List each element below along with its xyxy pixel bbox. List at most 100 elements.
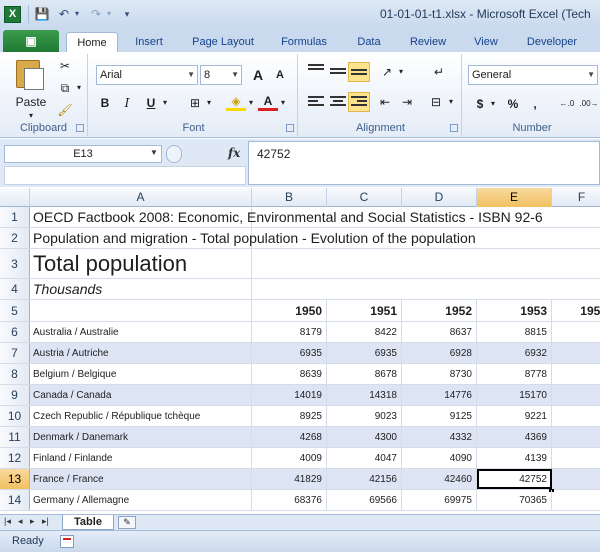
cell-f7[interactable] (552, 343, 600, 363)
currency-button[interactable]: $ (476, 97, 484, 111)
cell-b11[interactable]: 4268 (252, 427, 327, 447)
row-header[interactable]: 3 (0, 249, 30, 278)
macro-recording-icon[interactable] (60, 535, 74, 548)
cell-b13[interactable]: 41829 (252, 469, 327, 489)
prev-sheet-icon[interactable]: ◂ (18, 516, 23, 526)
worksheet-grid[interactable]: A B C D E F 1 OECD Factbook 2008: Economi… (0, 188, 600, 514)
select-all-corner[interactable] (0, 188, 30, 207)
cell-c12[interactable]: 4047 (327, 448, 402, 468)
row-header[interactable]: 2 (0, 228, 30, 248)
cell-d7[interactable]: 6928 (402, 343, 477, 363)
tab-developer[interactable]: Developer (526, 36, 578, 48)
sheet-tab-table[interactable]: Table (62, 515, 114, 530)
row-header[interactable]: 7 (0, 343, 30, 363)
cell-d14[interactable]: 69975 (402, 490, 477, 510)
align-top-icon[interactable] (308, 64, 324, 76)
tab-review[interactable]: Review (409, 36, 447, 48)
cell-e8[interactable]: 8778 (477, 364, 552, 384)
cell-d11[interactable]: 4332 (402, 427, 477, 447)
cell-c8[interactable]: 8678 (327, 364, 402, 384)
tab-home[interactable]: Home (66, 32, 118, 52)
redo-dropdown-icon[interactable]: ▾ (106, 9, 111, 18)
cell-a11[interactable]: Denmark / Danemark (30, 427, 252, 447)
row-header[interactable]: 1 (0, 207, 30, 227)
row-header[interactable]: 12 (0, 448, 30, 468)
decrease-indent-icon[interactable]: ⇤ (379, 95, 391, 109)
cell-e11[interactable]: 4369 (477, 427, 552, 447)
cell-a10[interactable]: Czech Republic / République tchèque (30, 406, 252, 426)
cell-a7[interactable]: Austria / Autriche (30, 343, 252, 363)
cell-b14[interactable]: 68376 (252, 490, 327, 510)
chevron-down-icon[interactable]: ▼ (150, 148, 158, 157)
cell-e12[interactable]: 4139 (477, 448, 552, 468)
cell-a2[interactable]: Population and migration - Total populat… (30, 228, 476, 248)
cell-b10[interactable]: 8925 (252, 406, 327, 426)
cell-f5[interactable]: 1954 (552, 300, 600, 321)
font-color-icon[interactable]: A (258, 91, 278, 111)
underline-dropdown-icon[interactable]: ▾ (162, 98, 167, 107)
cell-e7[interactable]: 6932 (477, 343, 552, 363)
fill-color-icon[interactable]: ◈ (226, 91, 246, 111)
customize-qat-icon[interactable]: ▾ (124, 9, 130, 19)
cell-a8[interactable]: Belgium / Belgique (30, 364, 252, 384)
copy-dropdown-icon[interactable]: ▾ (76, 83, 81, 92)
undo-icon[interactable]: ↶ (58, 7, 70, 21)
cell-e10[interactable]: 9221 (477, 406, 552, 426)
borders-dropdown-icon[interactable]: ▾ (206, 98, 211, 107)
last-sheet-icon[interactable]: ▸| (42, 516, 49, 526)
cell-e6[interactable]: 8815 (477, 322, 552, 342)
orientation-dropdown-icon[interactable]: ▾ (398, 67, 403, 76)
comma-button[interactable]: , (533, 97, 537, 111)
cell-f14[interactable]: 7 (552, 490, 600, 510)
first-sheet-icon[interactable]: |◂ (4, 516, 11, 526)
cell-c9[interactable]: 14318 (327, 385, 402, 405)
cell-a1[interactable]: OECD Factbook 2008: Economic, Environmen… (30, 207, 543, 227)
cut-icon[interactable]: ✂ (59, 59, 71, 73)
format-painter-icon[interactable]: 🖌 (57, 103, 73, 117)
cell-b5[interactable]: 1950 (252, 300, 327, 321)
copy-icon[interactable]: ⧉ (60, 81, 70, 95)
cell-c6[interactable]: 8422 (327, 322, 402, 342)
cell-f8[interactable] (552, 364, 600, 384)
cell-c13[interactable]: 42156 (327, 469, 402, 489)
cell-d10[interactable]: 9125 (402, 406, 477, 426)
column-header-a[interactable]: A (30, 188, 252, 207)
align-right-button[interactable] (348, 92, 370, 112)
paste-icon[interactable] (12, 58, 46, 94)
cell-d9[interactable]: 14776 (402, 385, 477, 405)
cell-d12[interactable]: 4090 (402, 448, 477, 468)
cell-d5[interactable]: 1952 (402, 300, 477, 321)
column-header-e[interactable]: E (477, 188, 552, 207)
cell-a9[interactable]: Canada / Canada (30, 385, 252, 405)
insert-sheet-icon[interactable]: ✎ (118, 516, 136, 529)
merge-dropdown-icon[interactable]: ▾ (448, 97, 453, 106)
wrap-text-icon[interactable]: ↵ (433, 65, 445, 79)
cell-c5[interactable]: 1951 (327, 300, 402, 321)
cell-d8[interactable]: 8730 (402, 364, 477, 384)
cell-b7[interactable]: 6935 (252, 343, 327, 363)
currency-dropdown-icon[interactable]: ▾ (490, 99, 495, 108)
cell-d13[interactable]: 42460 (402, 469, 477, 489)
align-middle-icon[interactable] (330, 68, 346, 80)
cell-f9[interactable]: 1 (552, 385, 600, 405)
excel-app-icon[interactable]: X (4, 6, 21, 23)
cell-c7[interactable]: 6935 (327, 343, 402, 363)
decrease-decimal-button[interactable]: .00→ (579, 99, 599, 108)
cell-b8[interactable]: 8639 (252, 364, 327, 384)
underline-button[interactable]: U (146, 96, 156, 110)
font-name-select[interactable]: Arial ▼ (96, 65, 198, 85)
cell-a4[interactable]: Thousands (30, 279, 252, 299)
save-icon[interactable]: 💾 (34, 7, 50, 21)
column-header-d[interactable]: D (402, 188, 477, 207)
cell-f13[interactable] (552, 469, 600, 489)
formula-input[interactable]: 42752 (248, 141, 600, 185)
font-launcher-icon[interactable] (286, 124, 294, 132)
formula-bar-splitter[interactable] (166, 145, 182, 163)
cell-c11[interactable]: 4300 (327, 427, 402, 447)
insert-function-icon[interactable]: fx (228, 146, 241, 160)
cell-c10[interactable]: 9023 (327, 406, 402, 426)
cell-e5[interactable]: 1953 (477, 300, 552, 321)
cell-b9[interactable]: 14019 (252, 385, 327, 405)
tab-page-layout[interactable]: Page Layout (192, 36, 254, 48)
undo-dropdown-icon[interactable]: ▾ (74, 9, 79, 18)
